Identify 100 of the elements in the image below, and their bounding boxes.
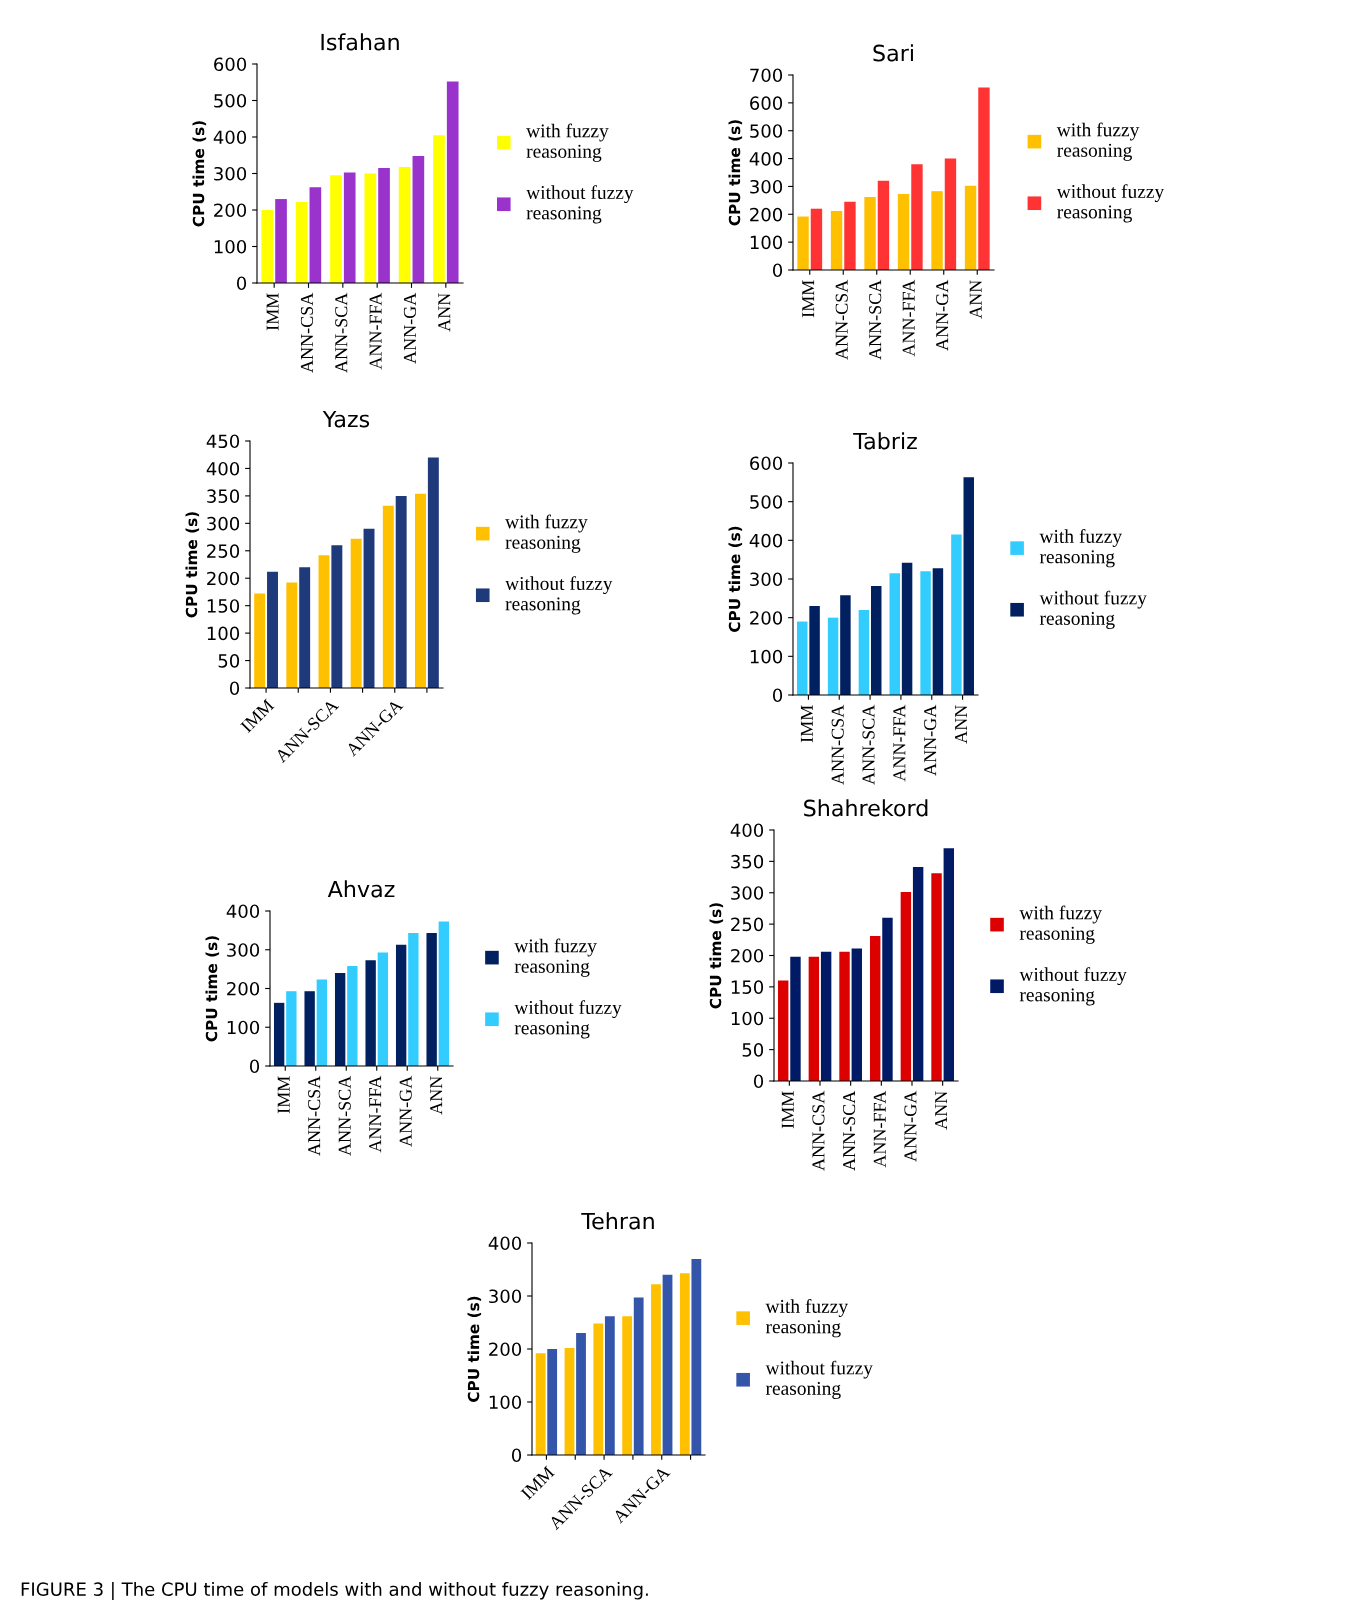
y-tick-label: 400 — [206, 461, 240, 476]
chart-title: Sari — [873, 44, 913, 62]
y-tick-label: 0 — [772, 688, 783, 703]
y-tick-label: 350 — [731, 854, 764, 869]
x-tick-label: IMM — [800, 705, 813, 743]
y-tick-label: 100 — [207, 626, 240, 641]
bar — [877, 180, 890, 270]
x-tick-label: ANN-SCA — [338, 1075, 351, 1156]
bar — [365, 960, 376, 1066]
x-tick-label: ANN — [438, 293, 451, 332]
bar — [426, 933, 437, 1066]
y-axis-title: CPU time (s) — [728, 120, 743, 226]
y-tick-label: 100 — [750, 235, 783, 250]
x-tick-label: ANN-FFA — [369, 1075, 382, 1153]
x-tick-label: ANN-FFA — [893, 704, 906, 782]
bar — [951, 534, 962, 695]
y-tick-label: 150 — [207, 599, 240, 613]
bar — [790, 956, 801, 1081]
x-tick-label: ANN-FFA — [873, 1090, 886, 1168]
bar — [415, 493, 426, 688]
x-tick-label: ANN — [955, 705, 967, 744]
bar — [309, 187, 322, 283]
y-tick-label: 0 — [772, 263, 783, 278]
x-tick-label: ANN-CSA — [831, 704, 844, 785]
bar — [382, 505, 394, 688]
bar — [446, 81, 459, 283]
bar — [535, 1353, 546, 1455]
bar — [343, 172, 356, 283]
legend-label: without fuzzy reasoning — [526, 185, 634, 224]
bar — [363, 528, 375, 688]
legend-label: with fuzzy reasoning — [1019, 905, 1102, 944]
y-tick-label: 400 — [749, 152, 783, 166]
y-tick-label: 400 — [226, 904, 260, 919]
y-tick-label: 100 — [731, 1011, 764, 1026]
y-tick-label: 0 — [249, 1059, 260, 1074]
x-tick-label: ANN-CSA — [300, 292, 314, 373]
bar — [882, 917, 893, 1081]
bar — [901, 562, 913, 695]
bar — [809, 606, 820, 695]
y-tick-label: 500 — [750, 495, 783, 509]
x-tick-label: ANN-SCA — [862, 704, 875, 785]
bar — [378, 168, 390, 283]
legend-label: without fuzzy reasoning — [505, 576, 613, 615]
x-tick-label: ANN-GA — [403, 292, 417, 364]
legend-label: with fuzzy reasoning — [1039, 529, 1122, 568]
bar — [350, 538, 362, 688]
y-tick-label: 300 — [214, 166, 247, 181]
bar — [364, 173, 377, 283]
bar — [651, 1284, 661, 1455]
y-axis-title: CPU time (s) — [192, 121, 207, 227]
bar — [871, 585, 882, 695]
bar — [576, 1333, 586, 1455]
y-tick-label: 0 — [511, 1448, 522, 1463]
bar — [593, 1323, 604, 1455]
bar — [827, 617, 839, 695]
y-tick-label: 300 — [489, 1289, 522, 1304]
bar — [377, 952, 389, 1066]
y-tick-label: 250 — [207, 544, 240, 558]
bar — [254, 593, 266, 688]
bar — [869, 936, 881, 1081]
y-tick-label: 100 — [214, 239, 247, 254]
y-tick-label: 200 — [214, 203, 247, 218]
bar — [408, 933, 419, 1066]
bar — [286, 582, 298, 688]
y-tick-label: 200 — [750, 207, 783, 222]
bar — [820, 951, 832, 1081]
x-tick-label: ANN — [430, 1076, 443, 1115]
bar — [295, 201, 308, 283]
y-axis-title: CPU time (s) — [728, 526, 743, 632]
y-tick-label: 200 — [750, 611, 783, 625]
bar — [433, 135, 445, 283]
y-axis-title: CPU time (s) — [467, 1296, 482, 1402]
y-tick-label: 300 — [750, 179, 783, 194]
y-tick-label: 200 — [731, 948, 764, 963]
y-tick-label: 600 — [750, 96, 783, 110]
y-tick-label: 400 — [749, 533, 783, 548]
chart-title: Isfahan — [321, 33, 399, 51]
x-tick-label: IMM — [781, 1091, 794, 1129]
bar — [840, 595, 851, 695]
chart-title: Tehran — [581, 1212, 654, 1230]
y-tick-label: 300 — [731, 886, 764, 900]
x-tick-label: ANN-CSA — [812, 1090, 825, 1171]
x-tick-label: ANN-FFA — [902, 279, 915, 357]
bar — [330, 175, 342, 283]
x-tick-label: ANN — [935, 1091, 948, 1130]
legend-label: with fuzzy reasoning — [505, 514, 588, 553]
bar — [427, 457, 439, 688]
bar — [858, 609, 870, 695]
y-tick-label: 400 — [213, 130, 247, 145]
y-tick-label: 50 — [218, 654, 240, 668]
bar — [299, 567, 311, 688]
bar — [932, 568, 944, 695]
bar — [864, 197, 876, 270]
y-tick-label: 300 — [227, 943, 260, 957]
bar — [267, 571, 278, 688]
x-tick-label: ANN-CSA — [835, 279, 848, 360]
y-tick-label: 600 — [214, 57, 247, 72]
bar — [797, 621, 808, 695]
bar — [275, 199, 287, 283]
x-tick-label: ANN — [969, 280, 982, 319]
